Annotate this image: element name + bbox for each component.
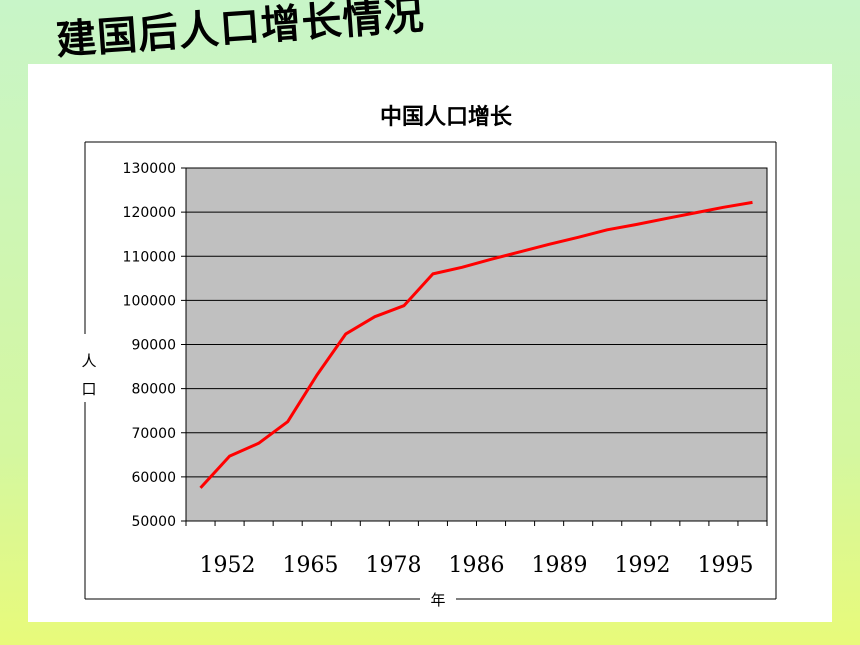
- population-line: [199, 200, 753, 489]
- x-tick-label: 1992: [615, 553, 671, 578]
- x-tick-labels: 1952 1965 1978 1986 1989 1992 1995: [200, 553, 754, 578]
- population-line-chart: 中国人口增长 人 口 年 130000 120000 110000 100000 900…: [81, 104, 777, 609]
- chart-title: 中国人口增长: [380, 104, 513, 130]
- y-axis-label-char-1: 人: [81, 352, 96, 370]
- y-tick-label: 70000: [131, 426, 176, 442]
- y-tick-label: 110000: [123, 249, 176, 265]
- x-tick-label: 1986: [449, 553, 505, 578]
- x-tick-label: 1989: [532, 553, 588, 578]
- x-tick-label: 1952: [200, 553, 256, 578]
- y-tick-label: 80000: [131, 382, 176, 398]
- x-tick-label: 1965: [283, 553, 339, 578]
- x-axis-label: 年: [430, 591, 445, 609]
- y-tick-label: 100000: [123, 293, 176, 309]
- y-tick-label: 90000: [131, 338, 176, 354]
- y-tick-label: 60000: [131, 470, 176, 486]
- x-tick-marks: [185, 521, 768, 526]
- slide-title: 建国后人口增长情况: [54, 0, 426, 64]
- y-axis-label-char-2: 口: [81, 380, 96, 398]
- x-tick-label: 1995: [698, 553, 754, 578]
- x-tick-label: 1978: [366, 553, 422, 578]
- gridlines: [181, 167, 767, 522]
- y-tick-label: 120000: [123, 205, 176, 221]
- chart-panel: 中国人口增长 人 口 年 130000 120000 110000 100000 900…: [28, 64, 832, 622]
- y-tick-label: 130000: [123, 161, 176, 177]
- y-tick-labels: 130000 120000 110000 100000 90000 80000 70000 6…: [123, 161, 176, 530]
- y-tick-label: 50000: [131, 514, 176, 530]
